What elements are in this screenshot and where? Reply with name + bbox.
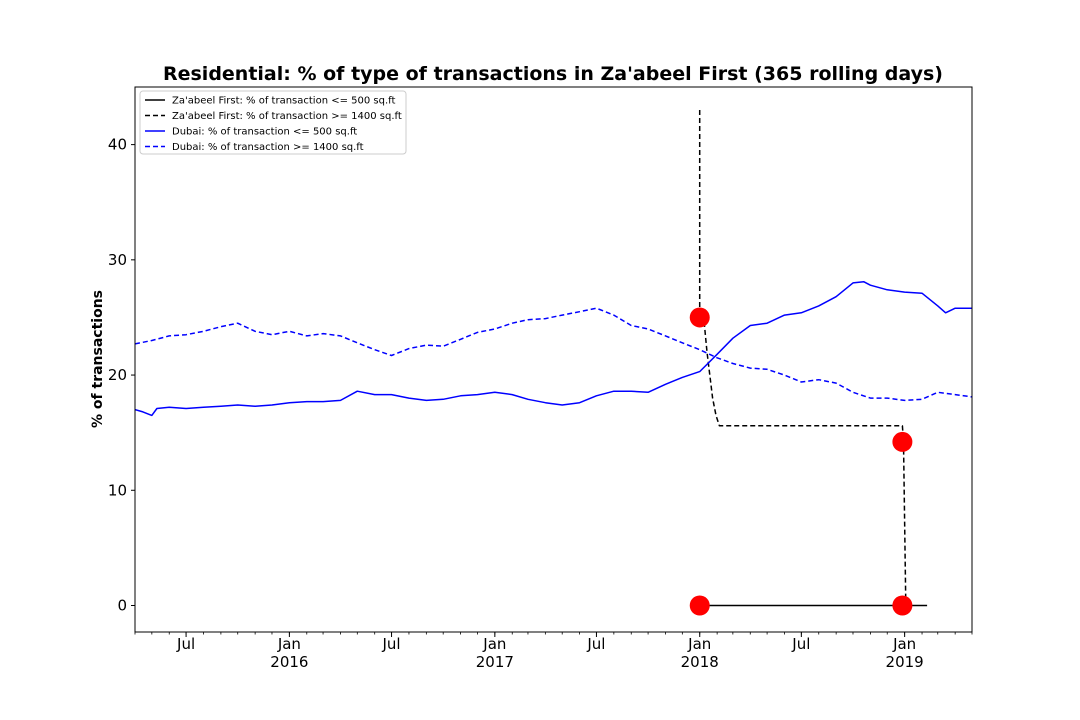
y-tick-label: 40 bbox=[108, 136, 127, 154]
legend-box bbox=[139, 90, 407, 155]
x-tick-year-label: 2019 bbox=[886, 653, 924, 671]
legend: Za'abeel First: % of transaction <= 500 … bbox=[139, 90, 407, 155]
x-tick-label: Jul bbox=[176, 635, 195, 653]
x-tick-label: Jul bbox=[381, 635, 400, 653]
legend-label-1: Za'abeel First: % of transaction >= 1400… bbox=[172, 111, 402, 122]
legend-label-3: Dubai: % of transaction >= 1400 sq.ft bbox=[172, 142, 364, 153]
chart-title: Residential: % of type of transactions i… bbox=[163, 63, 943, 85]
legend-label-0: Za'abeel First: % of transaction <= 500 … bbox=[172, 96, 396, 107]
x-tick-label: Jan bbox=[892, 635, 916, 653]
y-tick-label: 0 bbox=[117, 596, 127, 614]
marker-point-3 bbox=[892, 595, 913, 616]
legend-label-2: Dubai: % of transaction <= 500 sq.ft bbox=[172, 127, 357, 138]
x-tick-year-label: 2018 bbox=[681, 653, 719, 671]
marker-point-0 bbox=[689, 307, 710, 328]
plot-area bbox=[135, 110, 972, 607]
marker-point-1 bbox=[689, 595, 710, 616]
x-tick-label: Jul bbox=[586, 635, 605, 653]
series-line-2 bbox=[135, 280, 972, 417]
x-tick-year-label: 2017 bbox=[476, 653, 514, 671]
x-tick-label: Jan bbox=[277, 635, 301, 653]
plot-frame bbox=[134, 86, 973, 633]
x-tick-label: Jan bbox=[482, 635, 506, 653]
y-axis-label: % of transactions bbox=[90, 290, 106, 428]
series-line-1 bbox=[698, 110, 907, 606]
y-tick-label: 20 bbox=[108, 366, 127, 384]
y-tick-label: 10 bbox=[108, 481, 127, 499]
series-line-3 bbox=[135, 307, 972, 402]
x-tick-year-label: 2016 bbox=[270, 653, 308, 671]
y-tick-label: 30 bbox=[108, 251, 127, 269]
x-tick-label: Jan bbox=[687, 635, 711, 653]
marker-point-2 bbox=[892, 431, 913, 452]
x-tick-label: Jul bbox=[791, 635, 810, 653]
